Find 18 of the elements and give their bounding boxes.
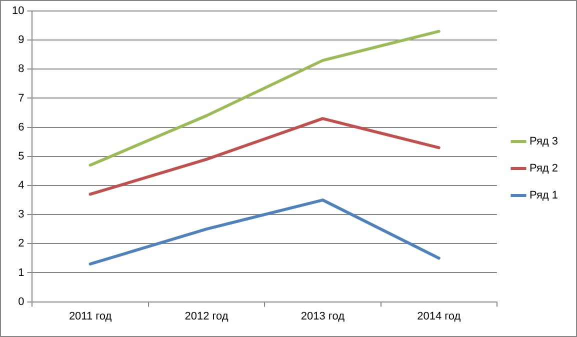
- y-tick-label: 4: [18, 180, 24, 192]
- x-tick-label: 2012 год: [184, 310, 229, 322]
- y-tick-label: 10: [12, 5, 24, 18]
- y-tick-label: 7: [18, 92, 24, 104]
- y-tick-label: 1: [18, 266, 24, 279]
- y-tick-label: 6: [18, 121, 24, 134]
- y-tick-label: 9: [18, 34, 24, 46]
- y-tick-label: 0: [18, 296, 24, 308]
- y-tick-label: 5: [18, 150, 24, 162]
- x-tick-label: 2013 год: [300, 310, 346, 322]
- legend-label: Ряд 1: [529, 190, 558, 202]
- y-tick-label: 3: [18, 208, 24, 221]
- x-tick-label: 2014 год: [417, 310, 462, 322]
- y-tick-label: 2: [18, 238, 24, 250]
- x-tick-label: 2011 год: [68, 310, 112, 322]
- y-tick-label: 8: [18, 63, 24, 76]
- legend-label: Ряд 2: [529, 162, 558, 175]
- legend-label: Ряд 3: [529, 136, 558, 148]
